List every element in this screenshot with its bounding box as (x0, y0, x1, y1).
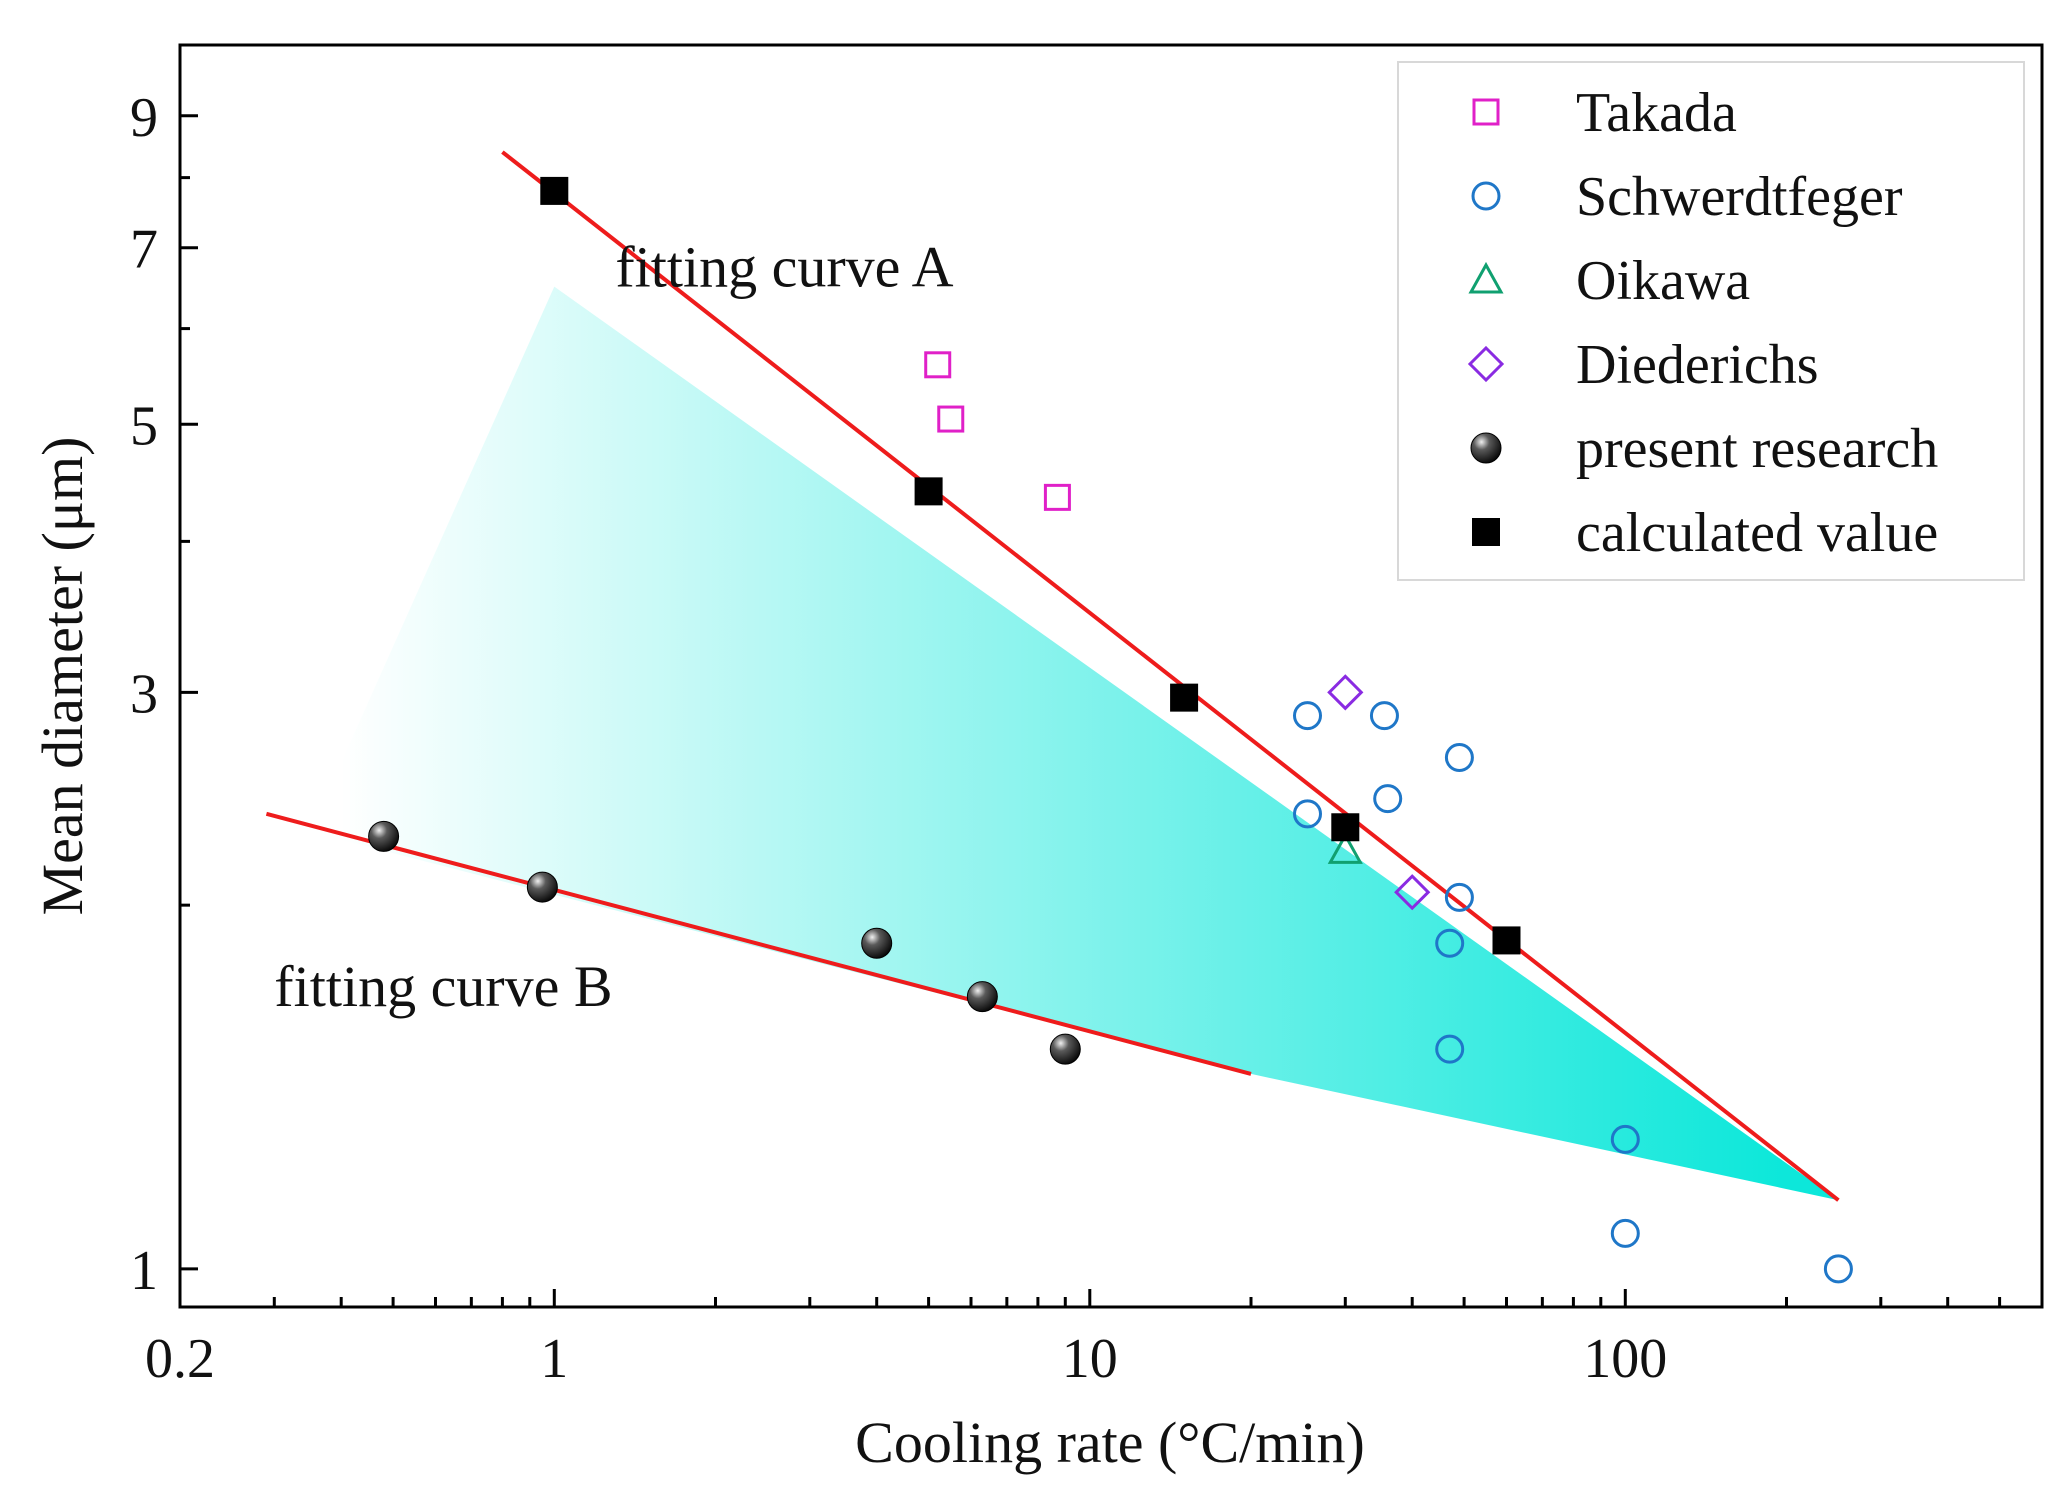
legend: Takada Schwerdtfeger Oikawa Diederichs prese… (1397, 61, 2025, 581)
y-tick-label: 7 (130, 219, 158, 281)
legend-label-diederichs: Diederichs (1576, 334, 1819, 396)
legend-label-schwerdtfeger: Schwerdtfeger (1576, 166, 1903, 228)
present-research-point (368, 820, 400, 852)
legend-marker-diederichs (1467, 345, 1505, 383)
schwerdtfeger-point (1444, 742, 1474, 772)
x-tick-label: 0.2 (145, 1328, 215, 1390)
schwerdtfeger-point (1369, 701, 1399, 731)
legend-marker-present-research (1470, 432, 1502, 464)
y-tick-label: 3 (130, 663, 158, 725)
legend-marker-calculated-value (1472, 518, 1500, 546)
schwerdtfeger-point (1823, 1254, 1853, 1284)
fitting-curve-a-line (501, 150, 1840, 1202)
y-tick-label: 5 (130, 395, 158, 457)
calculated-value-point (1492, 926, 1521, 955)
y-axis-title: Mean diameter (μm) (30, 437, 95, 916)
calculated-value-point (1170, 683, 1199, 712)
schwerdtfeger-point (1373, 784, 1403, 814)
schwerdtfeger-point (1610, 1218, 1640, 1248)
fitting-curve-a-label: fitting curve A (615, 235, 953, 300)
takada-point (937, 405, 965, 433)
shaded-region (310, 286, 1839, 1201)
schwerdtfeger-point (1435, 1034, 1465, 1064)
fitting-curve-b-label: fitting curve B (274, 954, 612, 1019)
present-research-point (526, 871, 558, 903)
diederichs-point (1327, 674, 1364, 711)
x-tick-label: 100 (1583, 1328, 1667, 1390)
oikawa-point (1327, 832, 1363, 864)
takada-point (924, 351, 952, 379)
legend-marker-takada (1472, 98, 1500, 126)
plot-area: fitting curve A fitting curve B (265, 150, 1853, 1284)
present-research-point (966, 981, 998, 1013)
x-axis-title: Cooling rate (°C/min) (855, 1410, 1365, 1475)
legend-label-oikawa: Oikawa (1576, 250, 1750, 312)
legend-box (1397, 61, 2025, 581)
x-axis: 0.2 1 10 100 (145, 43, 2044, 1390)
schwerdtfeger-point (1435, 928, 1465, 958)
legend-label-takada: Takada (1576, 82, 1737, 144)
calculated-value-point (1331, 813, 1360, 842)
legend-marker-oikawa (1468, 261, 1504, 294)
calculated-value-point (540, 176, 569, 205)
y-axis: 1 3 5 7 9 (130, 87, 198, 1302)
y-tick-label: 1 (130, 1240, 158, 1302)
legend-marker-schwerdtfeger (1471, 181, 1501, 211)
fitting-curve-b-line (265, 811, 1252, 1076)
legend-label-present-research: present research (1576, 418, 1938, 480)
x-tick-label: 1 (540, 1328, 568, 1390)
schwerdtfeger-point (1444, 882, 1474, 912)
schwerdtfeger-point (1610, 1124, 1640, 1154)
takada-point (1043, 483, 1071, 511)
calculated-value-point (914, 477, 943, 506)
diederichs-point (1394, 874, 1431, 911)
y-tick-label: 9 (130, 87, 158, 149)
present-research-point (1049, 1033, 1081, 1065)
present-research-point (861, 927, 893, 959)
legend-label-calculated-value: calculated value (1576, 502, 1938, 564)
schwerdtfeger-point (1293, 701, 1323, 731)
x-tick-label: 10 (1062, 1328, 1118, 1390)
plot-frame (178, 43, 2044, 1309)
schwerdtfeger-point (1293, 799, 1323, 829)
